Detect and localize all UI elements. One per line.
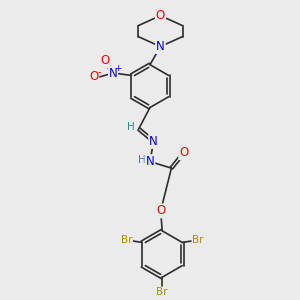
Text: O: O — [89, 70, 99, 83]
Text: H: H — [138, 155, 146, 165]
Text: N: N — [109, 67, 117, 80]
Text: Br: Br — [121, 235, 132, 245]
Text: O: O — [179, 146, 188, 159]
Text: H: H — [127, 122, 134, 132]
Text: +: + — [114, 64, 121, 73]
Text: N: N — [156, 40, 165, 53]
Text: Br: Br — [156, 287, 168, 297]
Text: N: N — [146, 155, 154, 168]
Text: N: N — [149, 135, 158, 148]
Text: Br: Br — [192, 235, 203, 245]
Text: O: O — [156, 204, 165, 218]
Text: O: O — [156, 9, 165, 22]
Text: O: O — [100, 54, 109, 67]
Text: -: - — [98, 67, 101, 77]
